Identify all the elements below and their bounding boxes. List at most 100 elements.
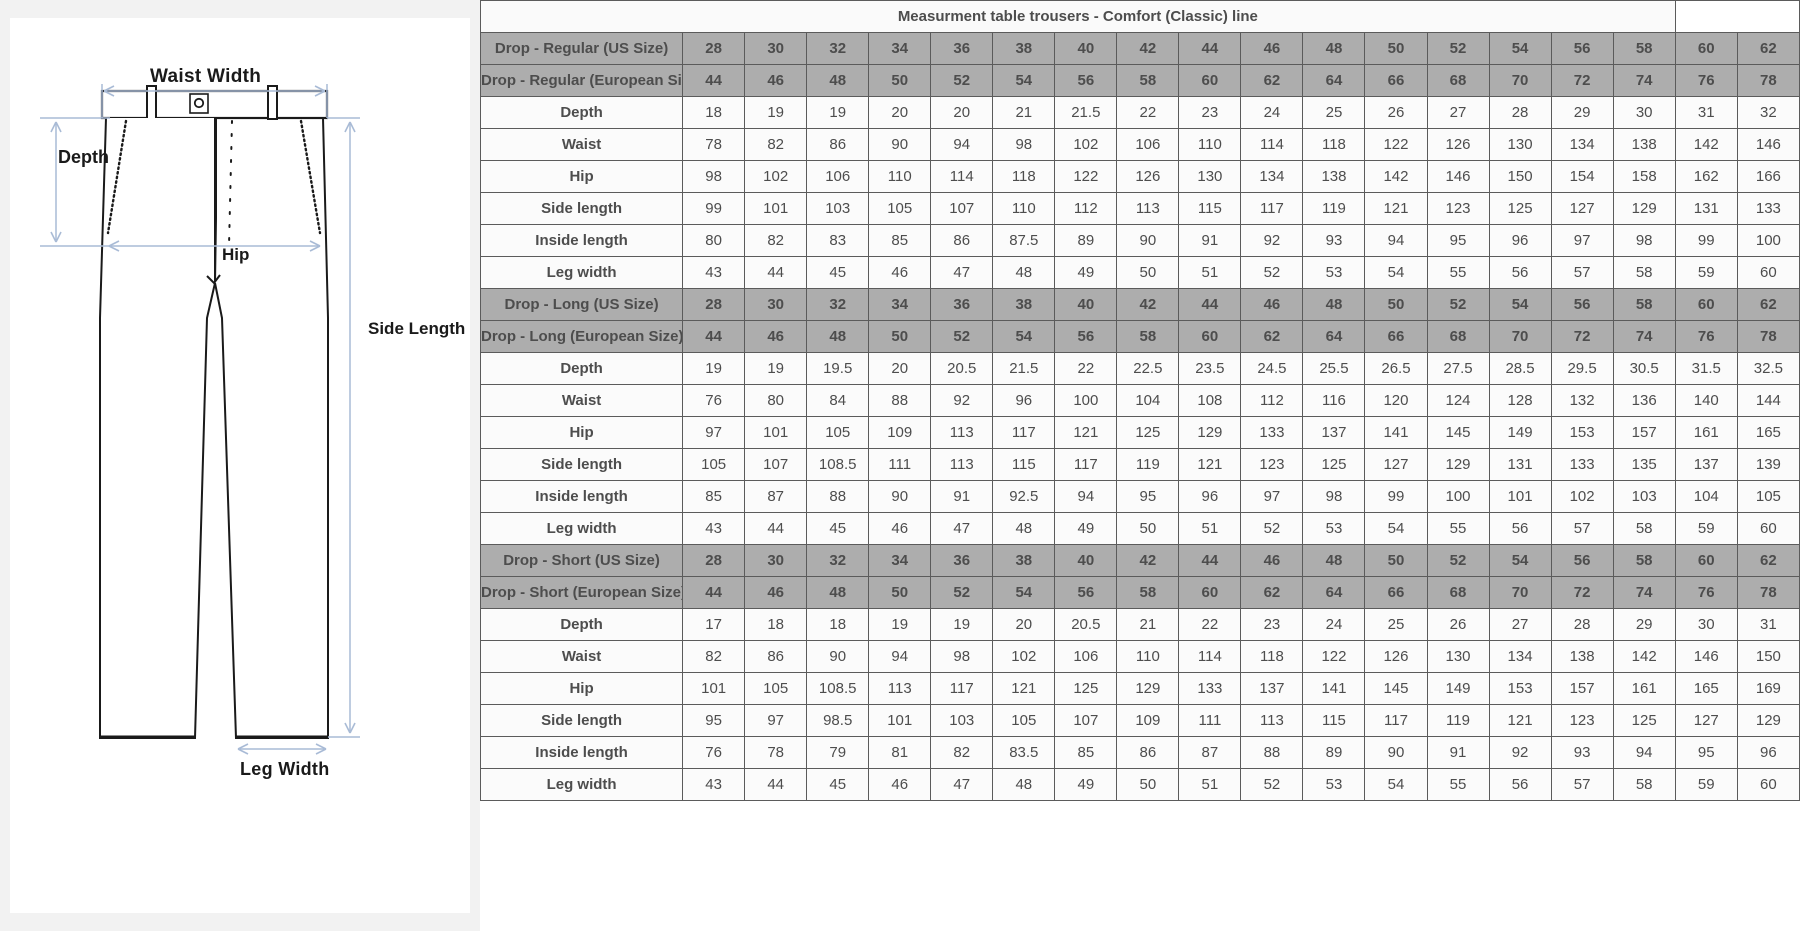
measurement-cell: 91 xyxy=(930,480,994,513)
measurement-cell: 32.5 xyxy=(1736,352,1800,385)
size-header-cell: 58 xyxy=(1612,544,1676,577)
measurement-cell: 20 xyxy=(868,96,932,129)
measurement-cell: 110 xyxy=(992,192,1056,225)
measurement-cell: 95 xyxy=(682,704,746,737)
measurement-cell: 126 xyxy=(1364,640,1428,673)
measurement-cell: 19 xyxy=(868,608,932,641)
table-row: Leg width 43 44 45 46 47 48 49 50 51 52 53 54 55 56 57 5… xyxy=(480,768,1800,801)
size-header-cell: 46 xyxy=(744,64,808,97)
measurement-cell: 94 xyxy=(868,640,932,673)
measurement-cell: 19.5 xyxy=(806,352,870,385)
measurement-cell: 106 xyxy=(1054,640,1118,673)
size-header-cell: 64 xyxy=(1302,64,1366,97)
measurement-cell: 92 xyxy=(1488,736,1552,769)
measurement-cell: 145 xyxy=(1426,416,1490,449)
size-header-cell: 46 xyxy=(1240,288,1304,321)
measurement-row-label: Side length xyxy=(480,448,684,481)
measurement-cell: 52 xyxy=(1240,512,1304,545)
measurement-cell: 59 xyxy=(1674,768,1738,801)
size-header-cell: 60 xyxy=(1674,544,1738,577)
measurement-cell: 22 xyxy=(1178,608,1242,641)
table-row: Side length 95 97 98.5 101 103 105 107 109 111 113… xyxy=(480,704,1800,737)
measurement-cell: 132 xyxy=(1550,384,1614,417)
measurement-cell: 86 xyxy=(930,224,994,257)
measurement-cell: 22 xyxy=(1054,352,1118,385)
measurement-cell: 102 xyxy=(744,160,808,193)
table-row: Waist 76 80 84 88 92 96 100 104 108 112 116 120 124 12… xyxy=(480,384,1800,417)
measurement-cell: 118 xyxy=(1240,640,1304,673)
measurement-cell: 23 xyxy=(1178,96,1242,129)
measurement-cell: 102 xyxy=(992,640,1056,673)
size-header-cell: 76 xyxy=(1674,64,1738,97)
measurement-cell: 103 xyxy=(930,704,994,737)
size-header-row-short-eu: Drop - Short (European Size) 44 46 48 50 52 54… xyxy=(480,576,1800,609)
size-header-cell: 48 xyxy=(806,64,870,97)
measurement-cell: 31 xyxy=(1736,608,1800,641)
measurement-cell: 127 xyxy=(1674,704,1738,737)
measurement-cell: 107 xyxy=(744,448,808,481)
measurement-cell: 122 xyxy=(1364,128,1428,161)
measurement-cell: 58 xyxy=(1612,512,1676,545)
measurement-cell: 80 xyxy=(744,384,808,417)
measurement-cell: 99 xyxy=(1364,480,1428,513)
measurement-cell: 123 xyxy=(1426,192,1490,225)
measurement-cell: 55 xyxy=(1426,256,1490,289)
size-header-cell: 58 xyxy=(1116,64,1180,97)
size-header-cell: 30 xyxy=(744,544,808,577)
measurement-cell: 19 xyxy=(744,96,808,129)
measurement-cell: 114 xyxy=(1240,128,1304,161)
size-header-label: Drop - Regular (US Size) xyxy=(480,32,684,65)
measurement-cell: 88 xyxy=(806,480,870,513)
measurement-cell: 47 xyxy=(930,768,994,801)
measurement-cell: 130 xyxy=(1488,128,1552,161)
measurement-cell: 54 xyxy=(1364,768,1428,801)
measurement-cell: 109 xyxy=(868,416,932,449)
table-row: Leg width 43 44 45 46 47 48 49 50 51 52 53 54 55 56 57 5… xyxy=(480,512,1800,545)
measurement-cell: 43 xyxy=(682,256,746,289)
measurement-cell: 90 xyxy=(1364,736,1428,769)
measurement-cell: 30 xyxy=(1674,608,1738,641)
measurement-row-label: Waist xyxy=(480,128,684,161)
measurement-cell: 91 xyxy=(1426,736,1490,769)
size-header-cell: 56 xyxy=(1054,64,1118,97)
measurement-cell: 129 xyxy=(1116,672,1180,705)
measurement-cell: 124 xyxy=(1426,384,1490,417)
measurement-cell: 94 xyxy=(1612,736,1676,769)
measurement-cell: 134 xyxy=(1488,640,1552,673)
measurement-cell: 87 xyxy=(1178,736,1242,769)
measurement-cell: 126 xyxy=(1426,128,1490,161)
size-header-cell: 44 xyxy=(1178,544,1242,577)
measurement-cell: 98 xyxy=(1302,480,1366,513)
measurement-cell: 55 xyxy=(1426,768,1490,801)
measurement-cell: 110 xyxy=(868,160,932,193)
measurement-cell: 53 xyxy=(1302,256,1366,289)
size-header-cell: 54 xyxy=(1488,32,1552,65)
size-header-row-regular-eu: Drop - Regular (European Size) 44 46 48 50 52… xyxy=(480,64,1800,97)
measurement-cell: 76 xyxy=(682,736,746,769)
measurement-cell: 21 xyxy=(1116,608,1180,641)
measurement-cell: 52 xyxy=(1240,256,1304,289)
measurement-cell: 121 xyxy=(992,672,1056,705)
size-header-row-long-eu: Drop - Long (European Size) 44 46 48 50 52 54 5… xyxy=(480,320,1800,353)
measurement-cell: 19 xyxy=(744,352,808,385)
measurement-cell: 105 xyxy=(806,416,870,449)
size-header-cell: 54 xyxy=(1488,288,1552,321)
measurement-cell: 122 xyxy=(1054,160,1118,193)
measurement-cell: 29 xyxy=(1550,96,1614,129)
measurement-cell: 21.5 xyxy=(1054,96,1118,129)
measurement-cell: 162 xyxy=(1674,160,1738,193)
measurement-cell: 145 xyxy=(1364,672,1428,705)
measurement-cell: 43 xyxy=(682,768,746,801)
size-header-cell: 62 xyxy=(1240,576,1304,609)
measurement-cell: 60 xyxy=(1736,768,1800,801)
measurement-cell: 105 xyxy=(1736,480,1800,513)
measurement-cell: 126 xyxy=(1116,160,1180,193)
measurement-cell: 49 xyxy=(1054,256,1118,289)
measurement-cell: 133 xyxy=(1736,192,1800,225)
measurement-cell: 108 xyxy=(1178,384,1242,417)
table-head: Measurment table trousers - Comfort (Cla… xyxy=(480,0,1800,33)
table-row: Inside length 80 82 83 85 86 87.5 89 90 91 92 93 94 9… xyxy=(480,224,1800,257)
size-header-cell: 32 xyxy=(806,32,870,65)
measurement-cell: 137 xyxy=(1302,416,1366,449)
size-header-cell: 34 xyxy=(868,288,932,321)
